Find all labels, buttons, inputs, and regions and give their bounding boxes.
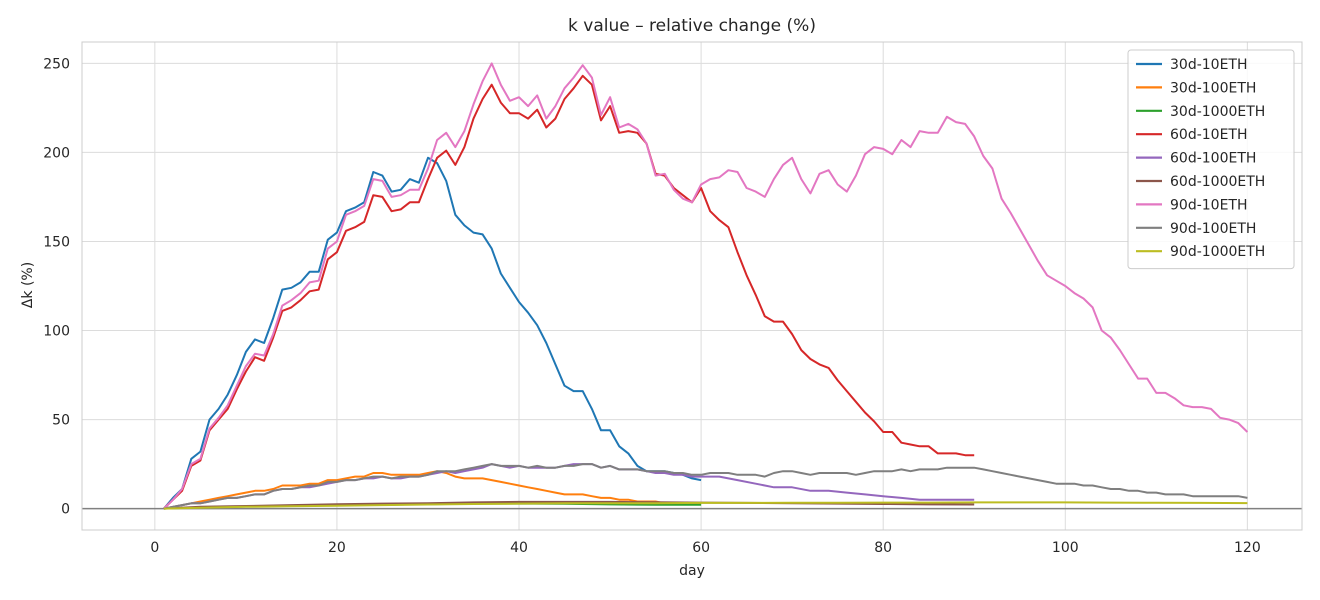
y-axis-label: Δk (%) <box>20 262 36 308</box>
legend-label: 60d-1000ETH <box>1170 174 1265 190</box>
y-tick-label: 150 <box>43 234 70 250</box>
grid <box>82 42 1302 530</box>
series-line-90d-100ETH <box>163 463 1248 510</box>
series-line-60d-10ETH <box>163 74 975 510</box>
x-tick-label: 0 <box>150 540 159 556</box>
legend-label: 90d-10ETH <box>1170 197 1248 213</box>
series-line-30d-10ETH <box>163 156 702 510</box>
axes: 0 20 40 60 80 100 120 0 50 100 150 200 250 <box>43 41 1303 556</box>
y-tick-label: 50 <box>52 413 70 429</box>
y-tick-label: 200 <box>43 145 70 161</box>
chart-title: k value – relative change (%) <box>568 16 816 36</box>
series-lines <box>163 62 1249 510</box>
legend-label: 30d-1000ETH <box>1170 104 1265 120</box>
y-tick-label: 0 <box>61 502 70 518</box>
x-tick-label: 20 <box>328 540 346 556</box>
legend-label: 30d-100ETH <box>1170 80 1256 96</box>
legend-label: 90d-100ETH <box>1170 221 1256 237</box>
x-tick-label: 80 <box>874 540 892 556</box>
y-tick-label: 250 <box>43 56 70 72</box>
series-line-90d-1000ETH <box>163 501 1248 510</box>
legend-label: 30d-10ETH <box>1170 57 1248 73</box>
x-tick-label: 40 <box>510 540 528 556</box>
x-tick-label: 120 <box>1234 540 1261 556</box>
x-tick-label: 60 <box>692 540 710 556</box>
x-tick-label: 100 <box>1052 540 1079 556</box>
plot-frame <box>81 41 1303 531</box>
y-tick-label: 100 <box>43 324 70 340</box>
legend-box <box>1127 49 1295 270</box>
legend: 30d-10ETH 30d-100ETH 30d-1000ETH 60d-10ETH 6… <box>1127 49 1295 270</box>
x-axis-label: day <box>679 563 705 579</box>
legend-label: 90d-1000ETH <box>1170 244 1265 260</box>
legend-label: 60d-10ETH <box>1170 127 1248 143</box>
series-line-90d-10ETH <box>163 62 1249 510</box>
legend-label: 60d-100ETH <box>1170 151 1256 167</box>
